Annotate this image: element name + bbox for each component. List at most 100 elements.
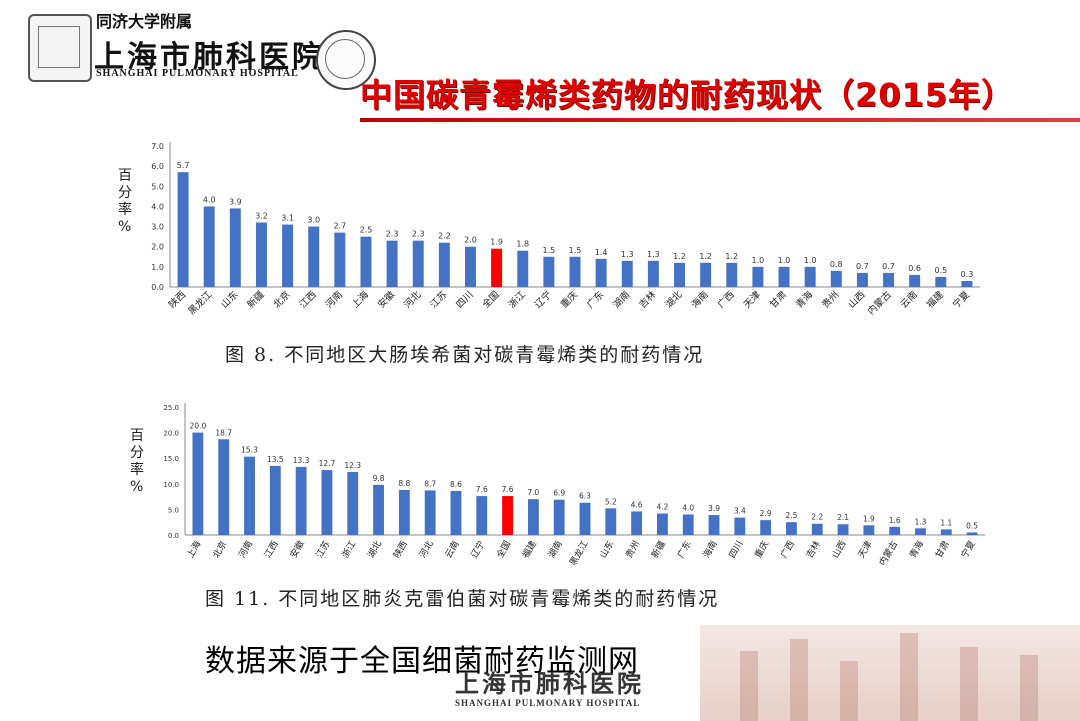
x-tick-label: 湖南 [545, 539, 564, 561]
x-tick-label: 安徽 [287, 539, 306, 561]
bar [631, 511, 643, 535]
x-tick-label: 甘肃 [932, 539, 951, 561]
bar [177, 172, 189, 287]
x-tick-label: 天津 [856, 539, 875, 560]
bar-value-label: 12.3 [344, 461, 361, 470]
title-underline [360, 118, 1080, 122]
bar [674, 262, 686, 287]
bar-value-label: 18.7 [215, 428, 232, 437]
bar-value-label: 2.5 [360, 226, 373, 235]
x-tick-label: 河北 [416, 539, 435, 561]
bar-value-label: 13.5 [267, 455, 284, 464]
bar [450, 490, 462, 535]
bar-value-label: 1.2 [725, 252, 738, 261]
x-tick-label: 新疆 [649, 539, 668, 561]
slide-title: 中国碳青霉烯类药物的耐药现状（2015年） [360, 76, 1015, 114]
bar-value-label: 0.5 [934, 266, 947, 275]
x-tick-label: 甘肃 [767, 289, 789, 311]
bar [321, 469, 333, 535]
y-tick-label: 20.0 [163, 430, 179, 438]
x-tick-label: 黑龙江 [567, 539, 591, 566]
bar-value-label: 6.3 [579, 492, 591, 501]
bar-value-label: 1.3 [621, 250, 634, 259]
x-tick-label: 河南 [323, 289, 345, 311]
bar-value-label: 1.9 [863, 514, 875, 523]
bar-value-label: 2.5 [785, 511, 797, 520]
bar [569, 256, 581, 287]
x-tick-label: 陕西 [391, 539, 410, 561]
bar [605, 508, 617, 535]
bar [909, 274, 921, 287]
x-tick-label: 宁夏 [958, 539, 977, 561]
bar [360, 236, 372, 287]
bar-value-label: 3.4 [734, 507, 746, 516]
bar [700, 262, 712, 287]
bar [579, 502, 591, 535]
bar-value-label: 2.7 [333, 222, 346, 231]
bar [398, 489, 410, 535]
y-tick-label: 10.0 [163, 481, 179, 489]
x-tick-label: 广西 [778, 539, 797, 561]
kpneumoniae-resistance-chart: 0.0 5.0 10.0 15.0 20.0 25.0 百分率% 20.0 上海 18.7 北京 15… [130, 403, 985, 566]
building-background [700, 625, 1080, 721]
bar [553, 499, 565, 535]
x-tick-label: 云南 [898, 289, 920, 311]
bar [961, 280, 973, 287]
bar [192, 432, 204, 535]
bar-value-label: 2.3 [412, 230, 425, 239]
bar-value-label: 7.6 [502, 485, 514, 494]
bar-value-label: 0.6 [908, 264, 921, 273]
y-tick-label: 0.0 [168, 532, 179, 540]
bar-value-label: 2.0 [464, 236, 477, 245]
bar-value-label: 4.0 [682, 504, 694, 513]
bar-value-label: 6.9 [553, 489, 565, 498]
y-tick-label: 2.0 [151, 243, 164, 252]
bar-value-label: 8.6 [450, 480, 462, 489]
x-tick-label: 江西 [298, 289, 319, 310]
x-tick-label: 青海 [793, 288, 815, 310]
bar [935, 276, 947, 287]
x-tick-label: 福建 [520, 539, 539, 561]
ecoli-resistance-chart: 0.0 1.0 2.0 3.0 4.0 5.0 6.0 7.0 百分率% 5.7 陕西 4.0 黑龙江 3… [118, 142, 980, 317]
y-tick-label: 5.0 [168, 506, 179, 514]
bar-value-label: 3.9 [229, 197, 242, 206]
x-tick-label: 湖北 [663, 289, 685, 311]
bar-value-label: 7.0 [527, 488, 539, 497]
x-tick-label: 四川 [454, 289, 475, 310]
x-tick-label: 上海 [349, 288, 371, 310]
x-tick-label: 天津 [742, 289, 764, 311]
bar-value-label: 2.3 [386, 230, 399, 239]
bar-value-label: 1.3 [647, 250, 660, 259]
x-tick-label: 山东 [597, 539, 616, 561]
bar [708, 515, 720, 535]
bar-value-label: 1.5 [543, 246, 556, 255]
institution-affiliation: 同济大学附属 [96, 12, 193, 31]
institution-name-cn: 上海市肺科医院 [94, 40, 325, 75]
x-tick-label: 内蒙古 [865, 288, 894, 317]
bar-value-label: 8.8 [398, 479, 410, 488]
y-tick-label: 1.0 [151, 263, 164, 272]
bar [386, 240, 398, 287]
bar [726, 262, 738, 287]
bar [915, 528, 926, 535]
bar [424, 490, 436, 535]
x-tick-label: 福建 [924, 288, 946, 310]
bar [837, 524, 849, 535]
bar-value-label: 2.1 [837, 513, 849, 522]
bar [464, 246, 476, 287]
bar [517, 250, 529, 287]
bar [476, 496, 488, 535]
bar [752, 266, 764, 287]
bar [438, 242, 450, 287]
y-tick-label: 15.0 [163, 455, 179, 463]
chart2-caption: 图 11. 不同地区肺炎克雷伯菌对碳青霉烯类的耐药情况 [205, 588, 720, 610]
bar [804, 266, 816, 287]
x-tick-label: 辽宁 [532, 289, 554, 311]
bar [682, 514, 694, 535]
x-tick-label: 吉林 [803, 539, 822, 561]
bar [647, 260, 659, 287]
x-tick-label: 山西 [830, 539, 849, 560]
bar-value-label: 5.2 [605, 497, 617, 506]
x-tick-label: 海南 [700, 539, 719, 561]
bar-value-label: 1.5 [569, 246, 582, 255]
